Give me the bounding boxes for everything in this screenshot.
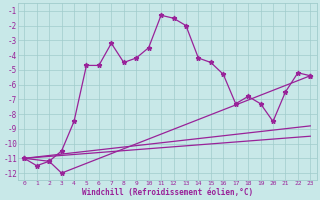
X-axis label: Windchill (Refroidissement éolien,°C): Windchill (Refroidissement éolien,°C)	[82, 188, 253, 197]
